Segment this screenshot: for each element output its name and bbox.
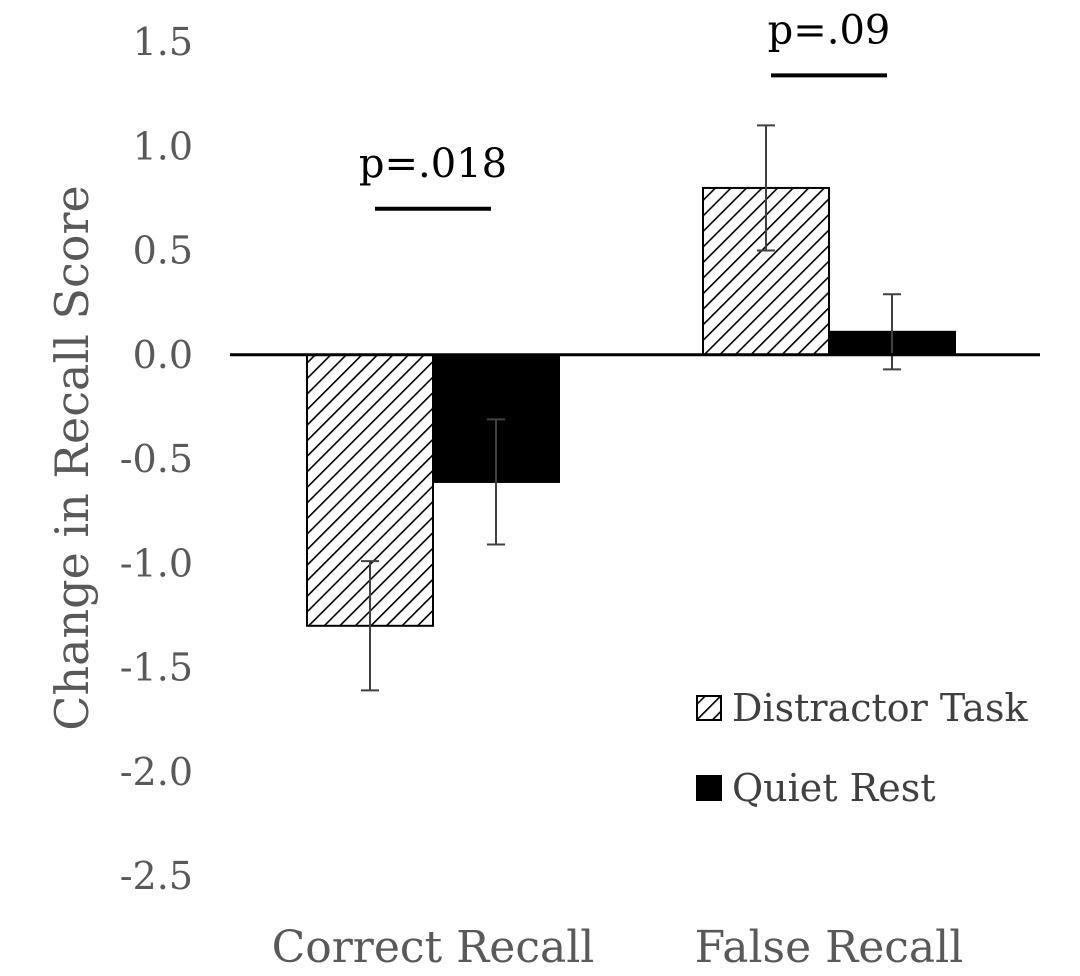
category-labels: Correct Recall False Recall (272, 922, 964, 973)
bars (306, 186, 956, 627)
legend-label: Quiet Rest (732, 766, 936, 810)
y-tick-label: -0.5 (120, 437, 193, 481)
y-axis-title: Change in Recall Score (45, 185, 99, 730)
y-tick-label: 0.0 (133, 333, 193, 377)
legend-swatch (696, 775, 722, 801)
legend-item: Distractor Task (696, 686, 1028, 730)
error-bar (883, 293, 901, 371)
category-label: False Recall (695, 922, 964, 973)
y-tick-label: -2.5 (120, 854, 193, 898)
y-tick-labels: 1.5 1.0 0.5 0.0 -0.5 -1.0 -1.5 -2.0 -2.5 (120, 20, 193, 898)
error-bar (361, 560, 379, 692)
y-tick-label: -1.5 (120, 646, 193, 690)
p-value-label: p=.018 (359, 141, 507, 187)
legend-swatch (696, 695, 722, 721)
y-tick-label: 0.5 (133, 229, 193, 273)
y-tick-label: -1.0 (120, 541, 193, 585)
legend: Distractor Task Quiet Rest (696, 686, 1028, 810)
significance-annotations: p=.018 p=.09 (359, 7, 891, 211)
p-value-label: p=.09 (768, 7, 891, 53)
error-bars (361, 124, 901, 692)
error-bar (757, 124, 775, 252)
legend-item: Quiet Rest (696, 766, 936, 810)
y-tick-label: -2.0 (120, 750, 193, 794)
y-tick-label: 1.5 (133, 20, 193, 64)
y-tick-label: 1.0 (133, 124, 193, 168)
category-label: Correct Recall (272, 922, 595, 973)
legend-label: Distractor Task (732, 686, 1028, 730)
error-bar (487, 418, 505, 546)
